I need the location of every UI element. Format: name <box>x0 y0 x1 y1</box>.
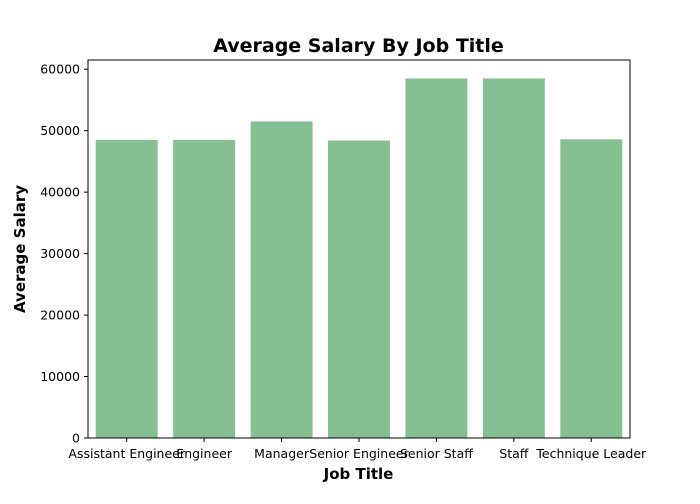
x-tick-label: Manager <box>254 446 310 461</box>
y-tick-label: 50000 <box>40 123 80 138</box>
plot-frame <box>87 59 631 439</box>
y-axis: 0 10000 20000 30000 40000 50000 60000 <box>40 62 88 446</box>
bar-engineer <box>173 139 236 438</box>
x-axis-label: Job Title <box>323 465 394 483</box>
x-tick-label: Assistant Engineer <box>68 446 185 461</box>
y-tick-label: 30000 <box>40 246 80 261</box>
bar-assistant-engineer <box>95 139 158 438</box>
bars-group <box>95 78 623 439</box>
bar-senior-staff <box>405 78 468 438</box>
x-tick-label: Engineer <box>176 446 233 461</box>
y-tick-label: 60000 <box>40 62 80 77</box>
x-tick-label: Staff <box>499 446 528 461</box>
x-tick-label: Technique Leader <box>535 446 647 461</box>
y-tick-label: 20000 <box>40 308 80 323</box>
bar-technique-leader <box>560 139 623 439</box>
bar-manager <box>250 121 313 439</box>
bar-senior-engineer <box>328 140 390 438</box>
bar-staff <box>482 78 545 438</box>
y-tick-label: 40000 <box>40 185 80 200</box>
x-tick-label: Senior Engineer <box>309 446 409 461</box>
y-tick-label: 10000 <box>40 369 80 384</box>
y-axis-label: Average Salary <box>11 185 29 313</box>
chart-title: Average Salary By Job Title <box>213 35 504 57</box>
y-tick-label: 0 <box>72 431 80 446</box>
x-tick-label: Senior Staff <box>400 446 473 461</box>
